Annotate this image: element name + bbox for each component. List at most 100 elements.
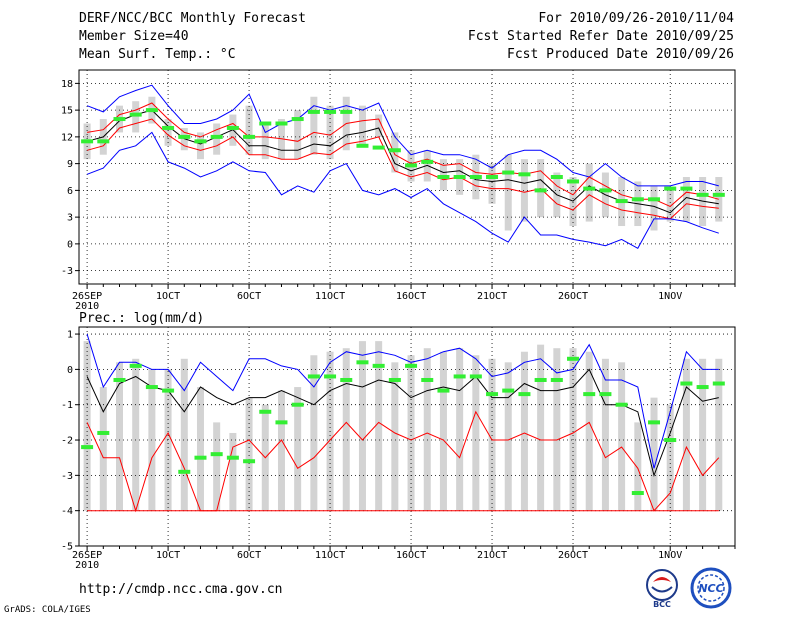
source-url[interactable]: http://cmdp.ncc.cma.gov.cn bbox=[79, 582, 283, 597]
temp-observed-mark-0 bbox=[81, 139, 94, 144]
forecast-period: For 2010/09/26-2010/11/04 bbox=[538, 11, 734, 26]
temp-line-lower-red bbox=[86, 118, 719, 220]
prec-line-lower bbox=[86, 410, 720, 513]
temp-range-bar-25 bbox=[488, 163, 496, 204]
temp-range-bar-19 bbox=[391, 132, 399, 173]
temp-observed-mark-11 bbox=[259, 121, 272, 126]
prec-range-bar-7 bbox=[196, 387, 204, 511]
prec-observed-mark-0 bbox=[81, 445, 94, 450]
temp-observed-mark-34 bbox=[631, 197, 644, 202]
prec-observed-mark-27 bbox=[518, 392, 531, 397]
temp-range-bar-15 bbox=[326, 105, 334, 160]
prec-observed-mark-20 bbox=[405, 363, 418, 368]
temp-range-bar-31 bbox=[585, 163, 593, 222]
temp-range-bar-3 bbox=[132, 101, 140, 133]
bcc-logo-swirl bbox=[653, 577, 671, 582]
temp-observed-mark-39 bbox=[712, 192, 725, 197]
temp-observed-mark-33 bbox=[615, 199, 628, 204]
prec-range-bar-37 bbox=[682, 358, 690, 511]
temp-observed-mark-5 bbox=[162, 125, 175, 130]
prec-line-upper bbox=[86, 333, 719, 469]
temp-observed-mark-9 bbox=[226, 125, 239, 130]
prec-range-bar-25 bbox=[488, 358, 496, 511]
temp-y-tick-label-7: 18 bbox=[61, 79, 73, 90]
prec-observed-mark-31 bbox=[583, 392, 596, 397]
temp-observed-mark-12 bbox=[275, 121, 288, 126]
prec-observed-mark-19 bbox=[388, 377, 401, 382]
prec-range-bar-30 bbox=[569, 348, 577, 511]
prec-y-tick-label-2: -3 bbox=[61, 471, 73, 482]
temp-year-label: 2010 bbox=[75, 301, 99, 312]
prec-observed-mark-9 bbox=[226, 455, 239, 460]
prec-range-bar-17 bbox=[358, 341, 366, 511]
temp-observed-mark-21 bbox=[421, 159, 434, 164]
prec-plot-frame bbox=[78, 326, 736, 547]
prec-y-tick-label-3: -2 bbox=[61, 436, 73, 447]
temp-range-bar-26 bbox=[504, 154, 512, 231]
prec-x-tick-label-0: 26SEP bbox=[72, 550, 102, 561]
temp-y-tick-label-4: 9 bbox=[67, 159, 73, 170]
temp-range-bar-27 bbox=[520, 159, 528, 222]
prec-y-tick-label-4: -1 bbox=[61, 400, 73, 411]
prec-observed-mark-3 bbox=[129, 363, 142, 368]
prec-y-tick-label-5: 0 bbox=[67, 365, 73, 376]
prec-range-bar-6 bbox=[180, 358, 188, 511]
temp-range-bar-37 bbox=[682, 177, 690, 222]
grads-credit: GrADS: COLA/IGES bbox=[4, 605, 91, 615]
prec-observed-mark-8 bbox=[210, 452, 223, 457]
ncc-logo: NCC bbox=[690, 567, 732, 609]
prec-range-bar-19 bbox=[391, 362, 399, 511]
temp-line-upper-red bbox=[87, 102, 719, 207]
prec-observed-mark-7 bbox=[194, 455, 207, 460]
prec-observed-mark-23 bbox=[453, 374, 466, 379]
prec-observed-mark-10 bbox=[243, 459, 256, 464]
prec-range-bar-29 bbox=[553, 348, 561, 511]
temp-line-lower bbox=[86, 131, 719, 249]
temp-range-bar-7 bbox=[196, 132, 204, 160]
prec-year-label: 2010 bbox=[75, 560, 99, 571]
prec-observed-mark-26 bbox=[502, 388, 515, 393]
prec-range-bar-16 bbox=[342, 348, 350, 511]
prec-range-bar-22 bbox=[439, 351, 447, 511]
prec-observed-mark-5 bbox=[162, 388, 175, 393]
prec-range-bar-23 bbox=[456, 348, 464, 511]
prec-observed-mark-33 bbox=[615, 402, 628, 407]
prec-range-bar-1 bbox=[99, 387, 107, 511]
prec-range-bar-31 bbox=[585, 351, 593, 511]
prec-observed-mark-36 bbox=[664, 438, 677, 443]
prec-observed-mark-24 bbox=[469, 374, 482, 379]
temp-observed-mark-14 bbox=[307, 109, 320, 114]
temp-observed-mark-35 bbox=[648, 197, 661, 202]
temp-observed-mark-32 bbox=[599, 188, 612, 193]
chart-title: DERF/NCC/BCC Monthly Forecast bbox=[79, 11, 306, 26]
prec-observed-mark-17 bbox=[356, 360, 369, 365]
prec-range-bar-3 bbox=[132, 358, 140, 511]
temp-line-mean bbox=[86, 109, 719, 214]
bcc-logo-ring bbox=[646, 569, 678, 601]
prec-observed-mark-2 bbox=[113, 377, 126, 382]
variable-label: Mean Surf. Temp.: °C bbox=[79, 47, 236, 62]
prec-observed-mark-21 bbox=[421, 377, 434, 382]
prec-x-tick-label-4: 16OCT bbox=[396, 550, 426, 561]
prec-y-tick-label-1: -4 bbox=[61, 506, 73, 517]
prec-range-bar-10 bbox=[245, 397, 253, 511]
temp-x-tick-label-4: 16OCT bbox=[396, 291, 426, 302]
temp-x-tick-label-1: 1OCT bbox=[156, 291, 180, 302]
temp-observed-mark-7 bbox=[194, 139, 207, 144]
prec-range-bar-33 bbox=[618, 362, 626, 511]
temp-y-tick-label-1: 0 bbox=[67, 239, 73, 250]
prec-observed-mark-25 bbox=[486, 392, 499, 397]
prec-observed-mark-22 bbox=[437, 388, 450, 393]
temp-observed-mark-18 bbox=[372, 145, 385, 150]
prec-observed-mark-4 bbox=[145, 385, 158, 390]
prec-observed-mark-37 bbox=[680, 381, 693, 386]
temp-observed-mark-16 bbox=[340, 109, 353, 114]
prec-range-bar-27 bbox=[520, 351, 528, 511]
temp-observed-mark-26 bbox=[502, 170, 515, 175]
prec-x-tick-label-3: 11OCT bbox=[315, 550, 345, 561]
temp-observed-mark-23 bbox=[453, 175, 466, 179]
temp-observed-mark-2 bbox=[113, 117, 126, 122]
prec-observed-mark-6 bbox=[178, 469, 191, 474]
temp-observed-mark-3 bbox=[129, 112, 142, 117]
